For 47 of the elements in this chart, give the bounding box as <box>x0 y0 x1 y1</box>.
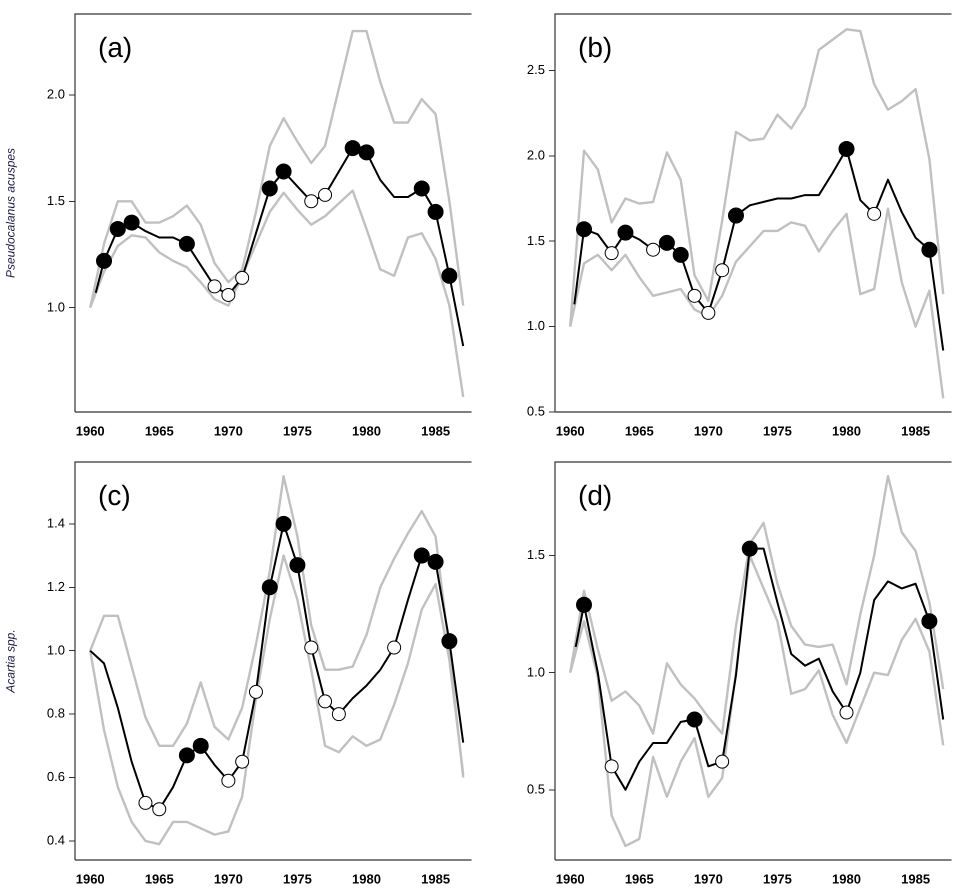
y-tick-label: 1.2 <box>46 578 65 594</box>
x-tick-label: 1975 <box>762 871 792 886</box>
y-tick-label: 1.0 <box>526 664 545 680</box>
x-tick-label: 1985 <box>421 871 450 886</box>
y-tick-label: 1.5 <box>526 547 545 562</box>
x-tick-label: 1965 <box>624 423 654 438</box>
x-tick-label: 1965 <box>144 423 174 438</box>
y-tick-label: 1.5 <box>46 192 65 208</box>
x-tick-label: 1970 <box>694 423 723 438</box>
x-tick-label: 1980 <box>832 423 861 438</box>
x-tick-label: 1975 <box>282 423 312 438</box>
x-tick-label: 1970 <box>214 423 243 438</box>
text: (d) <box>578 480 612 511</box>
x-tick-label: 1970 <box>214 871 243 886</box>
x-tick-label: 1965 <box>144 871 174 886</box>
x-tick-label: 1975 <box>282 871 312 886</box>
y-axis-title: Pseudocalanus acuspes <box>4 148 18 278</box>
x-tick-label: 1985 <box>901 871 930 886</box>
y-tick-label: 0.4 <box>46 832 65 848</box>
x-tick-label: 1980 <box>832 871 861 886</box>
y-tick-label: 0.5 <box>526 404 545 419</box>
x-tick-label: 1985 <box>901 423 930 438</box>
y-axis-title: Acartia spp. <box>4 629 18 694</box>
x-tick-label: 1965 <box>624 871 654 886</box>
x-tick-label: 1970 <box>694 871 723 886</box>
y-tick-label: 0.8 <box>46 706 65 721</box>
x-tick-label: 1980 <box>352 423 381 438</box>
x-tick-label: 1985 <box>421 423 450 438</box>
y-tick-label: 1.5 <box>526 232 545 248</box>
y-tick-label: 2.0 <box>526 147 545 162</box>
x-tick-label: 1960 <box>76 871 105 886</box>
x-tick-label: 1975 <box>762 423 792 438</box>
text: (c) <box>98 480 131 511</box>
y-tick-label: 1.0 <box>46 642 65 658</box>
y-tick-label: 2.5 <box>526 62 545 77</box>
x-tick-label: 1960 <box>556 423 585 438</box>
text: (a) <box>98 32 132 63</box>
y-tick-label: 0.5 <box>526 781 545 796</box>
y-tick-label: 2.0 <box>46 86 65 102</box>
x-tick-label: 1960 <box>76 423 105 438</box>
y-tick-label: 1.0 <box>526 318 545 334</box>
y-tick-label: 0.6 <box>46 769 65 784</box>
x-tick-label: 1980 <box>352 871 381 886</box>
x-tick-label: 1960 <box>556 871 585 886</box>
y-tick-label: 1.0 <box>46 299 65 314</box>
text: (b) <box>578 32 612 63</box>
y-tick-label: 1.4 <box>46 515 65 530</box>
